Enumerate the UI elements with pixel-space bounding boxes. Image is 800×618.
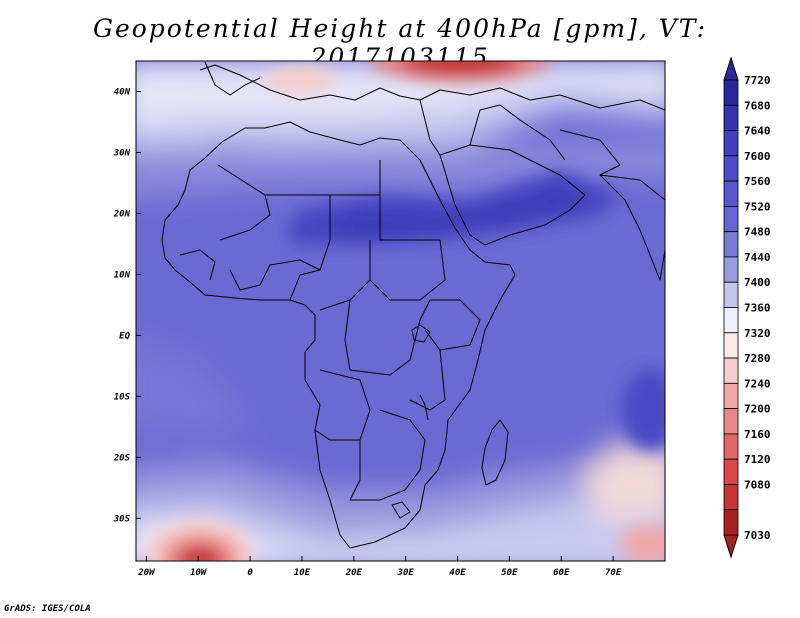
colorbar-label: 7360 — [744, 302, 771, 315]
colorbar-label: 7080 — [744, 478, 771, 491]
lon-tick-label: 40E — [449, 568, 466, 578]
colorbar-label: 7400 — [744, 276, 771, 289]
colorbar-label: 7030 — [744, 529, 771, 542]
colorbar-label: 7680 — [744, 99, 771, 112]
latitude-axis: 40N 30N 20N 10N EQ 10S 20S 30S — [113, 87, 141, 524]
colorbar-max-arrow — [723, 56, 739, 81]
colorbar-label: 7720 — [744, 74, 771, 87]
colorbar-label: 7280 — [744, 352, 771, 365]
colorbar-swatch — [723, 382, 739, 410]
colorbar-swatch — [723, 205, 739, 233]
grads-credit: GrADS: IGES/COLA — [4, 604, 91, 614]
colorbar-label: 7120 — [744, 453, 771, 466]
lat-tick-label: 20N — [113, 209, 131, 219]
lon-tick-label: 60E — [553, 568, 570, 578]
colorbar-swatch — [723, 307, 739, 334]
colorbar-swatch — [723, 433, 739, 460]
lat-tick-label: 20S — [113, 453, 131, 463]
lon-tick-label: 20E — [345, 568, 363, 578]
colorbar-swatch — [723, 231, 739, 258]
colorbar-label: 7320 — [744, 327, 771, 340]
colorbar-label: 7240 — [744, 377, 771, 390]
lat-tick-label: 10S — [114, 392, 131, 402]
lon-tick-label: 30E — [397, 568, 415, 578]
colorbar-swatch — [723, 180, 739, 207]
colorbar-swatch — [723, 484, 739, 511]
lon-tick-label: 20W — [137, 568, 156, 578]
colorbar-swatch — [723, 79, 739, 106]
coastlines — [161, 61, 665, 549]
colorbar-swatch — [723, 256, 739, 283]
colorbar-label: 7200 — [744, 403, 771, 416]
lat-tick-label: EQ — [119, 331, 130, 341]
lat-tick-label: 30S — [113, 514, 131, 524]
lat-tick-label: 10N — [114, 270, 131, 280]
colorbar-label: 7520 — [744, 200, 771, 213]
colorbar-swatch — [723, 155, 739, 182]
colorbar-swatch — [723, 509, 739, 536]
map-frame — [135, 60, 666, 562]
colorbar-min-arrow — [723, 534, 739, 559]
colorbar-label: 7440 — [744, 251, 771, 264]
colorbar-swatch — [723, 357, 739, 384]
colorbar-swatch — [723, 281, 739, 308]
lon-tick-label: 10W — [190, 568, 208, 578]
lon-tick-label: 0 — [247, 568, 253, 578]
colorbar-swatch — [723, 332, 739, 359]
longitude-axis: 20W 10W 0 10E 20E 30E 40E 50E 60E 70E — [137, 556, 622, 578]
colorbar-swatch — [723, 130, 739, 157]
lon-tick-label: 70E — [605, 568, 622, 578]
colorbar-swatch — [723, 104, 739, 131]
map-title: Geopotential Height at 400hPa [gpm], VT:… — [92, 14, 708, 72]
lon-tick-label: 10E — [294, 568, 311, 578]
colorbar-label: 7480 — [744, 226, 771, 239]
colorbar-label: 7160 — [744, 428, 771, 441]
colorbar: 7720 7680 7640 7600 7560 7520 7480 7440 7400 7360… — [723, 56, 771, 559]
colorbar-label: 7640 — [744, 125, 771, 138]
colorbar-label: 7560 — [744, 175, 771, 188]
colorbar-swatch — [723, 408, 739, 435]
lon-tick-label: 50E — [501, 568, 518, 578]
colorbar-label: 7600 — [744, 150, 771, 163]
lat-tick-label: 30N — [113, 148, 131, 158]
height-field — [136, 61, 665, 561]
colorbar-swatch — [723, 458, 739, 485]
lat-tick-label: 40N — [114, 87, 131, 97]
